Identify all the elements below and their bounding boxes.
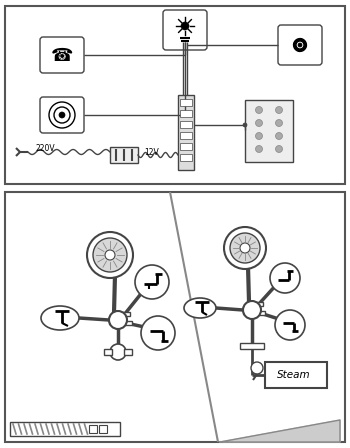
Bar [180, 132, 192, 139]
Bar [243, 306, 247, 314]
Circle shape [54, 107, 70, 123]
Circle shape [275, 310, 305, 340]
Bar [180, 143, 192, 150]
Polygon shape [300, 39, 306, 47]
Circle shape [224, 227, 266, 269]
Text: ☎: ☎ [51, 47, 73, 65]
Bar [240, 343, 264, 349]
Circle shape [49, 102, 75, 128]
Polygon shape [294, 43, 300, 52]
Bar [265, 362, 327, 388]
Circle shape [275, 146, 282, 152]
Circle shape [230, 233, 260, 263]
FancyBboxPatch shape [40, 37, 84, 73]
Text: 12V: 12V [145, 148, 159, 157]
Bar [180, 110, 192, 117]
Bar [258, 311, 265, 315]
Bar [124, 321, 132, 325]
Circle shape [256, 107, 262, 113]
Circle shape [110, 344, 126, 360]
Circle shape [275, 133, 282, 139]
Circle shape [135, 265, 169, 299]
Circle shape [256, 133, 262, 139]
Circle shape [243, 123, 247, 127]
Bar [109, 316, 113, 324]
Bar [256, 302, 263, 306]
Text: 220V: 220V [35, 144, 55, 153]
Bar [89, 425, 97, 433]
Circle shape [141, 316, 175, 350]
Circle shape [256, 120, 262, 126]
Circle shape [181, 22, 189, 30]
Bar [104, 349, 112, 355]
Circle shape [59, 112, 65, 118]
Ellipse shape [41, 306, 79, 330]
Bar [5, 192, 345, 442]
FancyBboxPatch shape [40, 97, 84, 133]
Ellipse shape [184, 298, 216, 318]
Circle shape [275, 107, 282, 113]
Polygon shape [220, 420, 340, 442]
Circle shape [298, 43, 302, 47]
Bar [99, 425, 107, 433]
Circle shape [256, 146, 262, 152]
Polygon shape [298, 45, 306, 52]
Bar [124, 349, 132, 355]
Circle shape [109, 311, 127, 329]
Bar [180, 121, 192, 128]
Circle shape [243, 301, 261, 319]
Bar [180, 99, 192, 106]
Circle shape [93, 238, 127, 272]
Circle shape [240, 243, 250, 253]
Bar [122, 312, 130, 316]
Bar [245, 100, 293, 162]
Polygon shape [294, 39, 302, 45]
Circle shape [275, 120, 282, 126]
Bar [180, 154, 192, 161]
Bar [5, 6, 345, 184]
FancyBboxPatch shape [278, 25, 322, 65]
Bar [178, 95, 194, 170]
Circle shape [296, 41, 304, 49]
Bar [110, 147, 138, 163]
Circle shape [87, 232, 133, 278]
Circle shape [270, 263, 300, 293]
Circle shape [251, 362, 263, 374]
Text: Steam: Steam [277, 370, 311, 380]
FancyBboxPatch shape [163, 10, 207, 50]
Bar [10, 422, 120, 436]
Circle shape [105, 250, 115, 260]
